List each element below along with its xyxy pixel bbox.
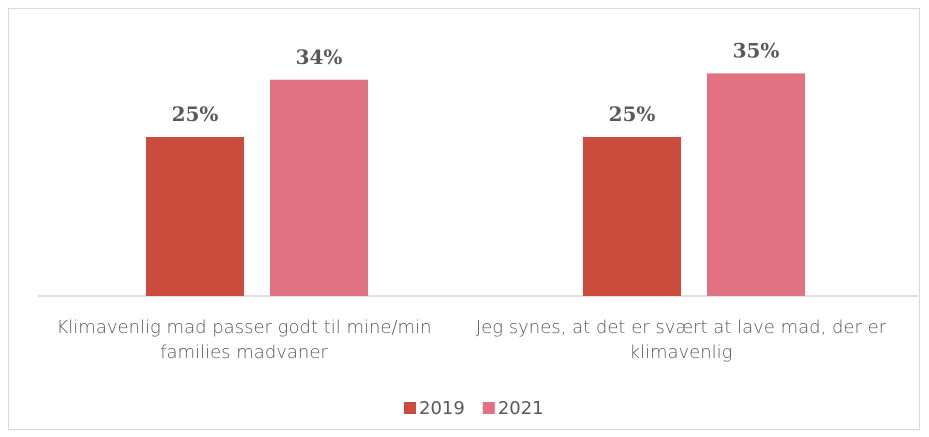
value-label: 34%: [296, 45, 343, 69]
value-label: 35%: [733, 38, 780, 62]
bar: [583, 137, 681, 296]
bar: [707, 73, 805, 297]
legend-swatch: [404, 402, 416, 414]
bar: [270, 79, 368, 296]
legend-swatch: [482, 402, 495, 414]
legend-label: 2021: [498, 398, 544, 419]
chart-border: [8, 8, 920, 430]
legend-label: 2019: [419, 398, 465, 419]
bar: [146, 137, 244, 296]
category-label: Jeg synes, at det er svært at lave mad, …: [475, 317, 887, 363]
category-label: Klimavenlig mad passer godt til mine/min…: [56, 317, 432, 363]
value-label: 25%: [609, 102, 656, 126]
value-label: 25%: [172, 102, 219, 126]
